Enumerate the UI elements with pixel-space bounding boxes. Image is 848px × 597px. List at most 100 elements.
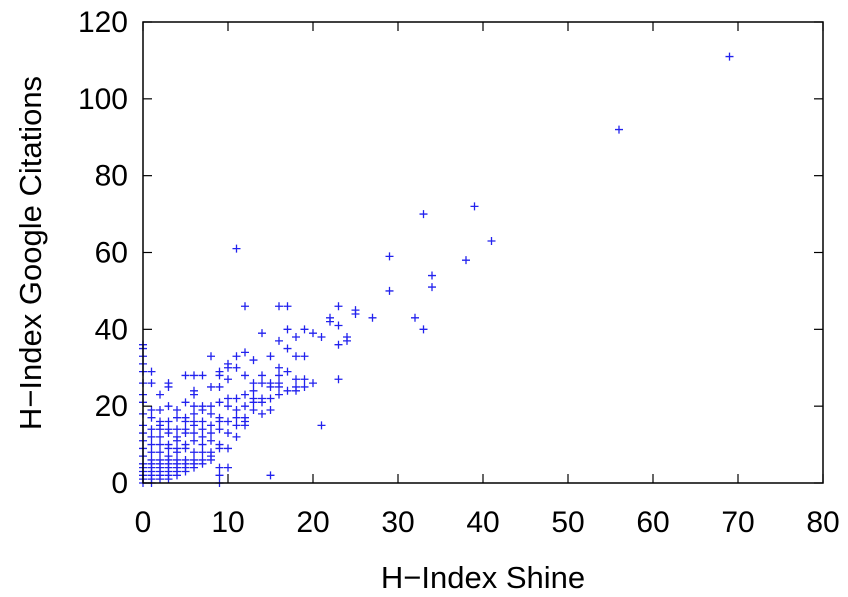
- x-axis-title: H−Index Shine: [381, 560, 585, 595]
- data-point: [164, 440, 173, 449]
- x-tick-label: 80: [806, 506, 839, 539]
- data-point: [385, 286, 394, 295]
- data-point: [300, 325, 309, 334]
- data-point: [258, 329, 266, 338]
- data-point: [173, 471, 181, 480]
- data-point: [207, 421, 215, 430]
- data-point: [292, 352, 300, 361]
- y-tick-label: 20: [95, 390, 128, 423]
- data-point: [428, 283, 436, 292]
- x-tick-label: 50: [551, 506, 584, 539]
- data-point: [300, 352, 309, 361]
- data-point: [147, 459, 156, 468]
- data-point: [411, 313, 419, 322]
- data-point: [224, 429, 232, 438]
- data-point: [224, 394, 232, 403]
- data-point: [181, 444, 190, 453]
- data-point: [190, 448, 198, 457]
- data-point: [266, 352, 275, 361]
- data-point: [283, 302, 292, 311]
- data-point: [385, 252, 394, 261]
- data-point: [309, 329, 317, 338]
- data-point: [156, 425, 164, 434]
- data-point: [156, 432, 164, 441]
- data-point: [275, 390, 283, 399]
- data-point: [275, 379, 283, 388]
- data-point: [275, 302, 283, 311]
- data-point: [334, 302, 343, 311]
- data-point: [190, 402, 198, 411]
- data-point: [266, 471, 275, 480]
- data-point: [173, 406, 181, 415]
- data-point: [147, 379, 156, 388]
- y-tick-label: 40: [95, 313, 128, 346]
- data-point: [224, 463, 232, 472]
- data-point: [215, 444, 224, 453]
- data-point: [292, 382, 300, 391]
- data-point: [249, 379, 258, 388]
- data-point: [156, 471, 164, 480]
- data-point: [190, 463, 198, 472]
- data-point: [428, 271, 436, 280]
- y-tick-label: 80: [95, 160, 128, 193]
- data-point: [207, 402, 215, 411]
- data-point: [232, 244, 241, 253]
- data-point: [241, 371, 249, 380]
- data-point: [198, 448, 207, 457]
- data-point: [462, 256, 470, 265]
- data-point: [215, 463, 224, 472]
- data-point: [351, 309, 360, 318]
- data-point: [249, 406, 258, 415]
- x-tick-label: 60: [636, 506, 669, 539]
- data-point: [207, 455, 215, 464]
- data-point: [207, 429, 215, 438]
- data-point: [190, 436, 198, 445]
- y-tick-label: 100: [78, 83, 128, 116]
- data-point: [164, 402, 173, 411]
- y-tick-label: 0: [111, 467, 128, 500]
- data-point: [198, 432, 207, 441]
- data-point: [300, 382, 309, 391]
- data-point: [198, 459, 207, 468]
- data-point: [147, 413, 156, 422]
- data-point: [190, 417, 198, 426]
- data-point: [249, 398, 258, 407]
- data-point: [224, 417, 232, 426]
- data-point: [181, 467, 190, 476]
- data-point: [283, 367, 292, 376]
- data-point: [470, 202, 479, 211]
- data-point: [249, 386, 258, 395]
- data-point: [258, 379, 266, 388]
- x-tick-label: 30: [381, 506, 414, 539]
- data-point: [275, 371, 283, 380]
- data-point: [156, 390, 164, 399]
- data-point: [419, 210, 428, 219]
- data-point: [266, 406, 275, 415]
- data-point: [198, 440, 207, 449]
- data-point: [300, 375, 309, 384]
- data-point: [147, 440, 156, 449]
- data-point: [224, 402, 232, 411]
- data-point: [487, 236, 496, 245]
- data-point: [173, 413, 181, 422]
- data-point: [156, 448, 164, 457]
- data-point: [190, 409, 198, 418]
- data-point: [419, 325, 428, 334]
- data-point: [207, 448, 215, 457]
- data-point: [173, 432, 181, 441]
- data-point: [164, 417, 173, 426]
- data-point: [164, 425, 173, 434]
- data-point: [309, 379, 317, 388]
- tick-labels: 0 10 20 30 40 50 60 70 80 0 20 40 60 80 100 120: [78, 6, 840, 539]
- data-point: [164, 455, 173, 464]
- data-point: [249, 356, 258, 365]
- x-tick-label: 20: [296, 506, 329, 539]
- data-point: [215, 367, 224, 376]
- data-point: [198, 417, 207, 426]
- data-point: [181, 398, 190, 407]
- data-point: [207, 409, 215, 418]
- data-point: [317, 333, 326, 342]
- data-point: [725, 52, 734, 61]
- data-point: [334, 375, 343, 384]
- data-point: [334, 340, 343, 349]
